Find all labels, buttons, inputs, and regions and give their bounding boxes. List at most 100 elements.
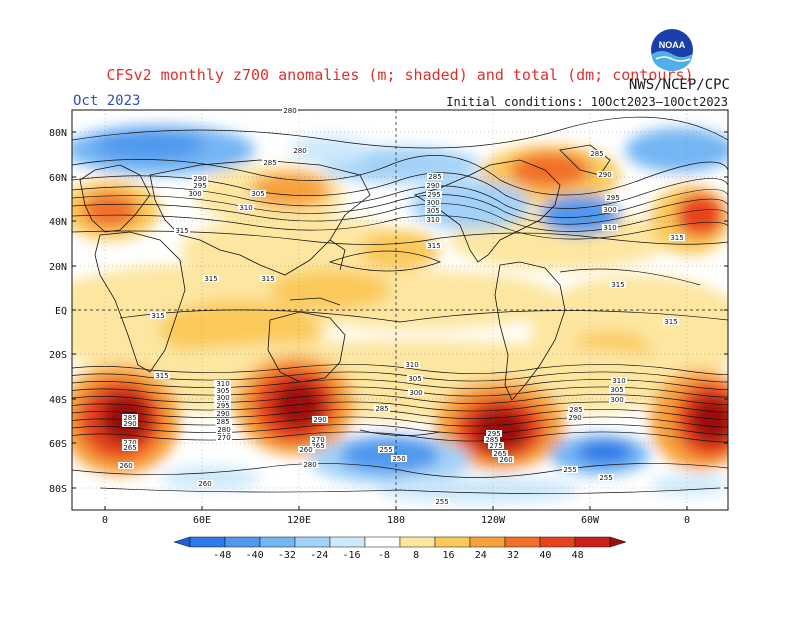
contour-label: 255 xyxy=(435,498,448,506)
contour-label-bg xyxy=(215,418,231,425)
contour-label: 295 xyxy=(487,430,500,438)
contour-label: 275 xyxy=(489,442,502,450)
contour-label-bg xyxy=(407,375,423,382)
contour-label: 285 xyxy=(263,159,276,167)
contour-label: 305 xyxy=(216,387,229,395)
contour-label-bg xyxy=(292,147,308,154)
lat-label: 80S xyxy=(49,484,67,495)
contour-label-bg xyxy=(602,206,618,213)
contour-label-bg xyxy=(215,394,231,401)
contour-label: 305 xyxy=(251,190,264,198)
longitude-axis: 0 60E 120E 180 120W 60W 0 xyxy=(102,506,690,526)
contour-label: 290 xyxy=(123,420,136,428)
contour-label: 300 xyxy=(610,396,623,404)
contour-label: 300 xyxy=(216,394,229,402)
contour-label-bg xyxy=(298,446,314,453)
contour-label-bg xyxy=(484,436,500,443)
contour-label-bg xyxy=(426,191,442,198)
contour-label-bg xyxy=(425,216,441,223)
colorbar-segment xyxy=(574,536,611,548)
contour-label-bg xyxy=(568,406,584,413)
lon-label: 0 xyxy=(102,515,108,526)
lon-label: 60E xyxy=(193,515,211,526)
contour-label: 295 xyxy=(193,182,206,190)
contour-label: 295 xyxy=(216,402,229,410)
contour-label-bg xyxy=(302,461,318,468)
colorbar-segment xyxy=(224,536,261,548)
contour-label-bg xyxy=(187,190,203,197)
contour-label-bg xyxy=(122,439,138,446)
contour-label-bg xyxy=(192,175,208,182)
colorbar-min-arrow xyxy=(173,536,191,548)
contour-label: 315 xyxy=(175,227,188,235)
contour-label-bg xyxy=(215,402,231,409)
contour-label: 250 xyxy=(392,455,405,463)
contour-label: 260 xyxy=(299,446,312,454)
contour-label: 285 xyxy=(375,405,388,413)
contour-label: 255 xyxy=(563,466,576,474)
contour-label-bg xyxy=(192,182,208,189)
contour-label-bg xyxy=(589,150,605,157)
lat-label: 40S xyxy=(49,395,67,406)
contour-label: 315 xyxy=(261,275,274,283)
colorbar-segment xyxy=(364,536,401,548)
contour-label: 300 xyxy=(603,206,616,214)
contour-label-bg xyxy=(216,434,232,441)
contour-label: 255 xyxy=(379,446,392,454)
contour-label-bg xyxy=(605,194,621,201)
contour-label-bg xyxy=(562,466,578,473)
contour-label-bg xyxy=(122,414,138,421)
contour-label: 310 xyxy=(426,216,439,224)
contour-label-bg xyxy=(488,442,504,449)
colorbar-tick-label: 8 xyxy=(413,550,419,561)
contour-label-bg xyxy=(215,387,231,394)
contour-label: 260 xyxy=(119,462,132,470)
contour-label-bg xyxy=(602,224,618,231)
anomaly-shading xyxy=(72,125,728,504)
contour-label-bg xyxy=(611,377,627,384)
contour-label: 280 xyxy=(293,147,306,155)
contour-label-bg xyxy=(425,207,441,214)
colorbar-tick-label: 16 xyxy=(442,550,454,561)
lat-label: 60N xyxy=(49,173,67,184)
contour-label: 270 xyxy=(311,436,324,444)
colorbar-segment xyxy=(504,536,541,548)
colorbar-tick-label: -24 xyxy=(310,550,328,561)
contour-label-bg xyxy=(122,444,138,451)
contour-label: 285 xyxy=(123,414,136,422)
contour-label: 310 xyxy=(612,377,625,385)
contour-label-bg xyxy=(250,190,266,197)
contour-label-bg xyxy=(150,312,166,319)
contour-label-bg xyxy=(663,318,679,325)
contour-label-bg xyxy=(215,410,231,417)
reference-lines xyxy=(72,110,728,510)
contour-label: 305 xyxy=(426,207,439,215)
contour-label: 290 xyxy=(426,182,439,190)
contour-label: 265 xyxy=(123,444,136,452)
contour-label-bg xyxy=(427,173,443,180)
contour-label-bg xyxy=(203,275,219,282)
contour-label-bg xyxy=(404,361,420,368)
contour-label: 255 xyxy=(599,474,612,482)
contour-label-bg xyxy=(374,405,390,412)
colorbar-segment xyxy=(539,536,576,548)
contour-label-bg xyxy=(391,455,407,462)
contour-label: 270 xyxy=(217,434,230,442)
contour-label: 265 xyxy=(311,442,324,450)
colorbar-tick-label: 40 xyxy=(539,550,551,561)
contour-label-bg xyxy=(669,234,685,241)
contour-label: 280 xyxy=(283,107,296,115)
contour-label-bg xyxy=(486,430,502,437)
contour-label-bg xyxy=(610,281,626,288)
initial-conditions: Initial conditions: 10Oct2023–10Oct2023 xyxy=(446,95,728,109)
contour-label: 260 xyxy=(198,480,211,488)
contour-label-bg xyxy=(260,275,276,282)
contour-label-bg xyxy=(216,426,232,433)
contour-label-bg xyxy=(197,480,213,487)
contour-label-bg xyxy=(310,436,326,443)
colorbar-tick-label: 24 xyxy=(475,550,487,561)
contour-label-bg xyxy=(238,204,254,211)
lon-label: 120W xyxy=(481,515,506,526)
colorbar-segment xyxy=(189,536,226,548)
contour-label: 265 xyxy=(493,450,506,458)
